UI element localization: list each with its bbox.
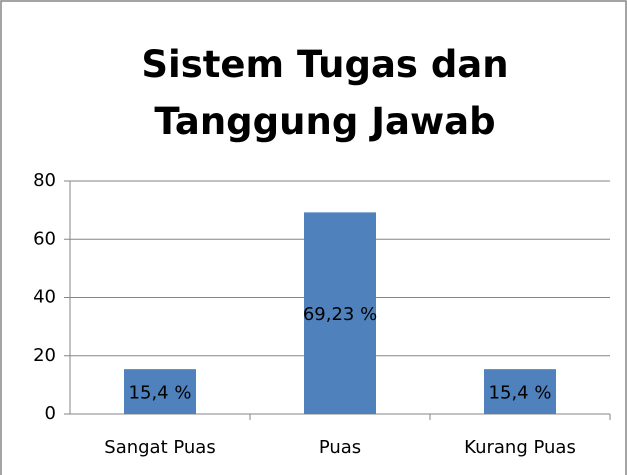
bar (484, 369, 556, 414)
y-tick-label: 0 (45, 403, 56, 424)
y-tick-label: 60 (33, 228, 56, 249)
y-tick-label: 80 (33, 170, 56, 191)
bar (124, 369, 196, 414)
y-tick-label: 20 (33, 345, 56, 366)
x-tick-label: Puas (319, 437, 361, 458)
y-tick-label: 40 (33, 287, 56, 308)
data-label: 15,4 % (489, 383, 552, 404)
bar (304, 212, 376, 414)
chart-title: Sistem Tugas dan Tanggung Jawab (141, 43, 509, 143)
data-label: 15,4 % (129, 383, 192, 404)
x-tick-label: Sangat Puas (104, 437, 215, 458)
data-label: 69,23 % (303, 304, 377, 325)
x-tick-label: Kurang Puas (464, 437, 576, 458)
